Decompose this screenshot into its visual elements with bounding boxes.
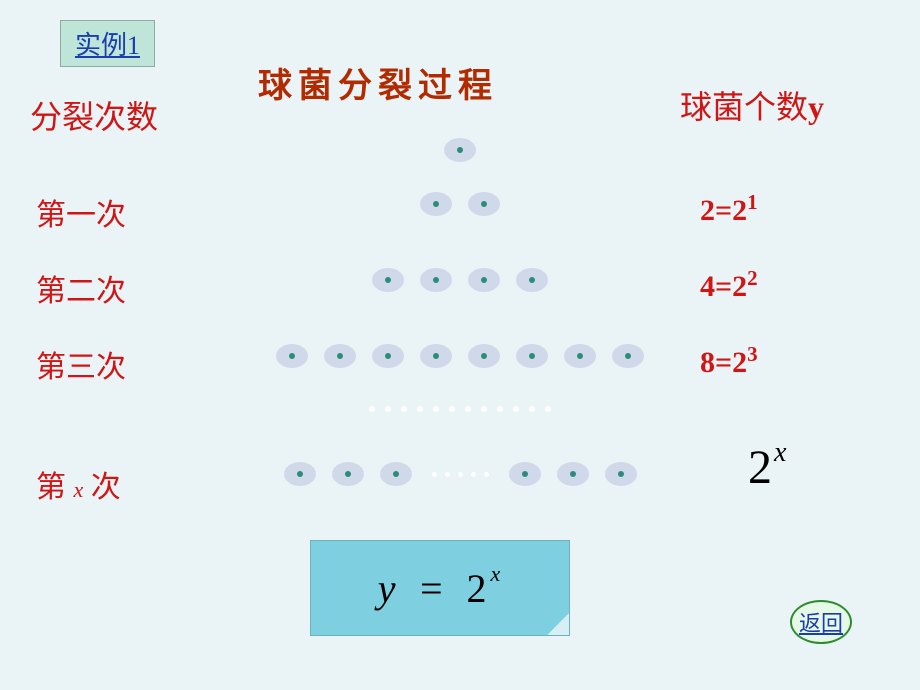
ellipsis-dot-icon	[369, 406, 375, 412]
back-button-label: 返回	[799, 606, 843, 638]
bacteria-cell	[332, 462, 364, 486]
bacteria-dot-icon	[393, 471, 399, 477]
slide-title: 球菌分裂过程	[258, 58, 498, 107]
bacteria-cell	[420, 344, 452, 368]
bacteria-cell	[444, 138, 476, 162]
bacteria-cell	[468, 344, 500, 368]
bacteria-dot-icon	[522, 471, 528, 477]
ellipsis-dot-icon	[484, 472, 489, 477]
ellipsis-dot-icon	[481, 406, 487, 412]
cell-row-2	[0, 268, 920, 292]
row-x-prefix: 第	[36, 471, 66, 504]
bacteria-dot-icon	[433, 201, 439, 207]
bacteria-dot-icon	[433, 277, 439, 283]
page-fold-icon	[547, 613, 569, 635]
bacteria-dot-icon	[618, 471, 624, 477]
ellipsis-dot-icon	[449, 406, 455, 412]
bacteria-cell	[605, 462, 637, 486]
ellipsis-dots-row	[0, 406, 920, 412]
bacteria-cell	[324, 344, 356, 368]
example-1-button[interactable]: 实例1	[60, 20, 155, 67]
bacteria-cell	[509, 462, 541, 486]
header-bacteria-text: 球菌个数	[680, 89, 808, 125]
cell-row-x-ellipsis	[428, 462, 493, 486]
bacteria-cell	[468, 268, 500, 292]
cell-row-0	[0, 138, 920, 162]
back-button[interactable]: 返回	[790, 600, 852, 644]
bacteria-dot-icon	[577, 353, 583, 359]
bacteria-cell	[564, 344, 596, 368]
row-x-var: x	[74, 477, 84, 502]
formula-exp: x	[491, 561, 501, 587]
bacteria-dot-icon	[481, 277, 487, 283]
bacteria-dot-icon	[337, 353, 343, 359]
ellipsis-dot-icon	[529, 406, 535, 412]
two-to-the-x-value: 2x	[748, 440, 784, 495]
bacteria-dot-icon	[625, 353, 631, 359]
ellipsis-dot-icon	[545, 406, 551, 412]
row-label-x: 第 x 次	[36, 462, 121, 506]
bacteria-cell	[468, 192, 500, 216]
ellipsis-dot-icon	[385, 406, 391, 412]
cell-row-1	[0, 192, 920, 216]
ellipsis-dot-icon	[458, 472, 463, 477]
two-to-x-base: 2	[748, 441, 772, 494]
bacteria-dot-icon	[570, 471, 576, 477]
bacteria-cell	[557, 462, 589, 486]
ellipsis-dot-icon	[432, 472, 437, 477]
formula-base: 2	[467, 566, 493, 611]
bacteria-cell	[516, 344, 548, 368]
header-bacteria-count: 球菌个数y	[680, 82, 824, 128]
header-y-var: y	[808, 89, 824, 125]
bacteria-cell	[516, 268, 548, 292]
bacteria-dot-icon	[385, 353, 391, 359]
bacteria-dot-icon	[345, 471, 351, 477]
ellipsis-dot-icon	[417, 406, 423, 412]
bacteria-dot-icon	[297, 471, 303, 477]
bacteria-cell	[420, 192, 452, 216]
bacteria-cell	[420, 268, 452, 292]
ellipsis-dot-icon	[471, 472, 476, 477]
formula-box: y = 2 x	[310, 540, 570, 636]
ellipsis-dot-icon	[497, 406, 503, 412]
bacteria-dot-icon	[529, 353, 535, 359]
ellipsis-dot-icon	[433, 406, 439, 412]
bacteria-dot-icon	[481, 353, 487, 359]
bacteria-cell	[372, 268, 404, 292]
bacteria-cell	[372, 344, 404, 368]
row-x-suffix: 次	[91, 471, 121, 504]
ellipsis-dot-icon	[401, 406, 407, 412]
bacteria-cell	[284, 462, 316, 486]
bacteria-dot-icon	[457, 147, 463, 153]
bacteria-dot-icon	[289, 353, 295, 359]
bacteria-cell	[612, 344, 644, 368]
cell-row-3	[0, 344, 920, 368]
bacteria-cell	[276, 344, 308, 368]
bacteria-dot-icon	[529, 277, 535, 283]
formula-eq-sign: =	[402, 566, 467, 611]
example-1-label: 实例1	[75, 31, 140, 60]
ellipsis-dot-icon	[513, 406, 519, 412]
ellipsis-dot-icon	[465, 406, 471, 412]
ellipsis-dot-icon	[445, 472, 450, 477]
bacteria-cell	[380, 462, 412, 486]
bacteria-dot-icon	[385, 277, 391, 283]
bacteria-dot-icon	[433, 353, 439, 359]
two-to-x-exp: x	[774, 437, 786, 468]
formula-y: y	[378, 566, 402, 611]
formula-equation: y = 2	[378, 565, 493, 612]
header-split-count: 分裂次数	[30, 92, 158, 138]
bacteria-dot-icon	[481, 201, 487, 207]
